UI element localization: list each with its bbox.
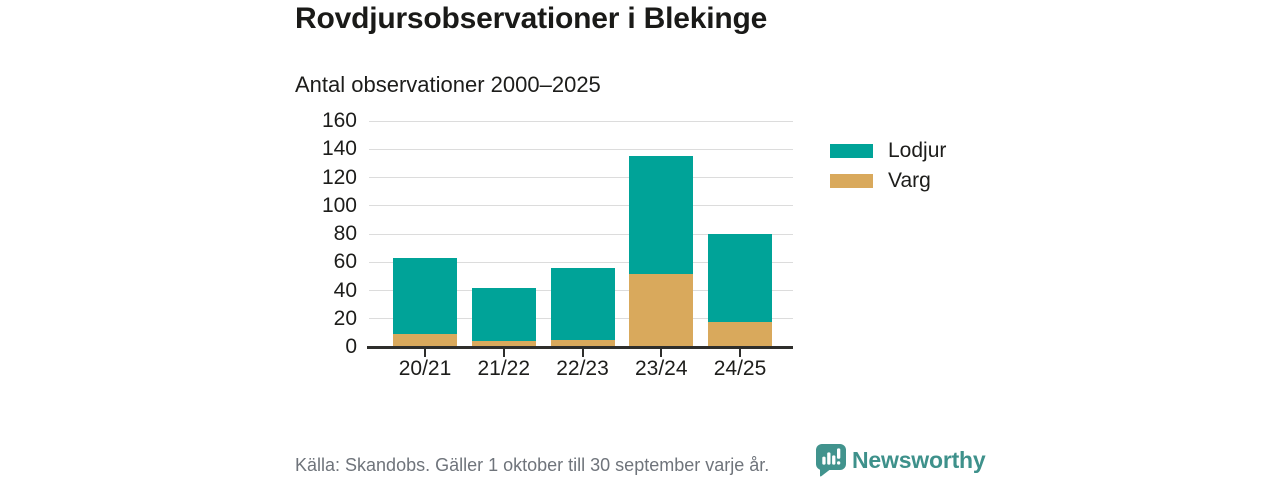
legend-swatch-varg	[830, 174, 873, 188]
gridline-120	[369, 177, 793, 178]
y-axis-label-140: 140	[321, 137, 357, 161]
y-axis-label-100: 100	[321, 193, 357, 217]
bar-segment-varg-20/21	[393, 334, 457, 347]
page-title: Rovdjursobservationer i Blekinge	[295, 2, 768, 35]
gridline-100	[369, 205, 793, 207]
y-axis-label-60: 60	[333, 250, 357, 274]
bar-segment-lodjur-20/21	[393, 258, 457, 335]
bar-segment-lodjur-21/22	[471, 287, 536, 342]
y-axis-label-80: 80	[333, 222, 357, 245]
gridline-60	[369, 261, 793, 263]
gridline-140	[369, 148, 793, 150]
y-axis-label-0: 0	[345, 335, 357, 358]
gridline-160	[369, 120, 793, 122]
gridline-80	[369, 233, 793, 235]
x-axis-label-24/25: 24/25	[713, 357, 767, 380]
chart-subtitle: Antal observationer 2000–2025	[295, 72, 601, 97]
bar-segment-varg-22/23	[550, 339, 615, 347]
bar-segment-varg-21/22	[471, 341, 536, 347]
y-axis-label-160: 160	[321, 109, 357, 132]
legend-label-lodjur: Lodjur	[888, 139, 947, 162]
y-axis-label-120: 120	[321, 165, 357, 189]
bar-segment-lodjur-24/25	[708, 234, 772, 322]
x-tick-23/24	[660, 349, 663, 357]
x-tick-24/25	[739, 349, 741, 357]
x-axis-label-20/21: 20/21	[398, 357, 452, 380]
source-note: Källa: Skandobs. Gäller 1 oktober till 3…	[295, 455, 770, 475]
x-tick-21/22	[502, 349, 505, 357]
bar-segment-varg-23/24	[629, 273, 694, 347]
x-tick-22/23	[581, 349, 584, 357]
bar-segment-lodjur-23/24	[629, 156, 694, 274]
bar-segment-lodjur-22/23	[550, 267, 615, 340]
legend-label-varg: Varg	[888, 169, 931, 192]
newsworthy-wordmark: Newsworthy	[852, 447, 986, 473]
x-tick-20/21	[424, 349, 426, 357]
bar-segment-varg-24/25	[708, 321, 772, 347]
x-axis-label-23/24: 23/24	[634, 357, 688, 380]
y-axis-label-40: 40	[333, 278, 357, 302]
newsworthy-logo-icon	[816, 444, 846, 477]
y-axis-label-20: 20	[333, 306, 357, 330]
legend-swatch-lodjur	[830, 144, 873, 158]
x-axis-label-22/23: 22/23	[556, 357, 609, 380]
x-axis-line	[367, 346, 793, 349]
x-axis-label-21/22: 21/22	[477, 357, 531, 380]
